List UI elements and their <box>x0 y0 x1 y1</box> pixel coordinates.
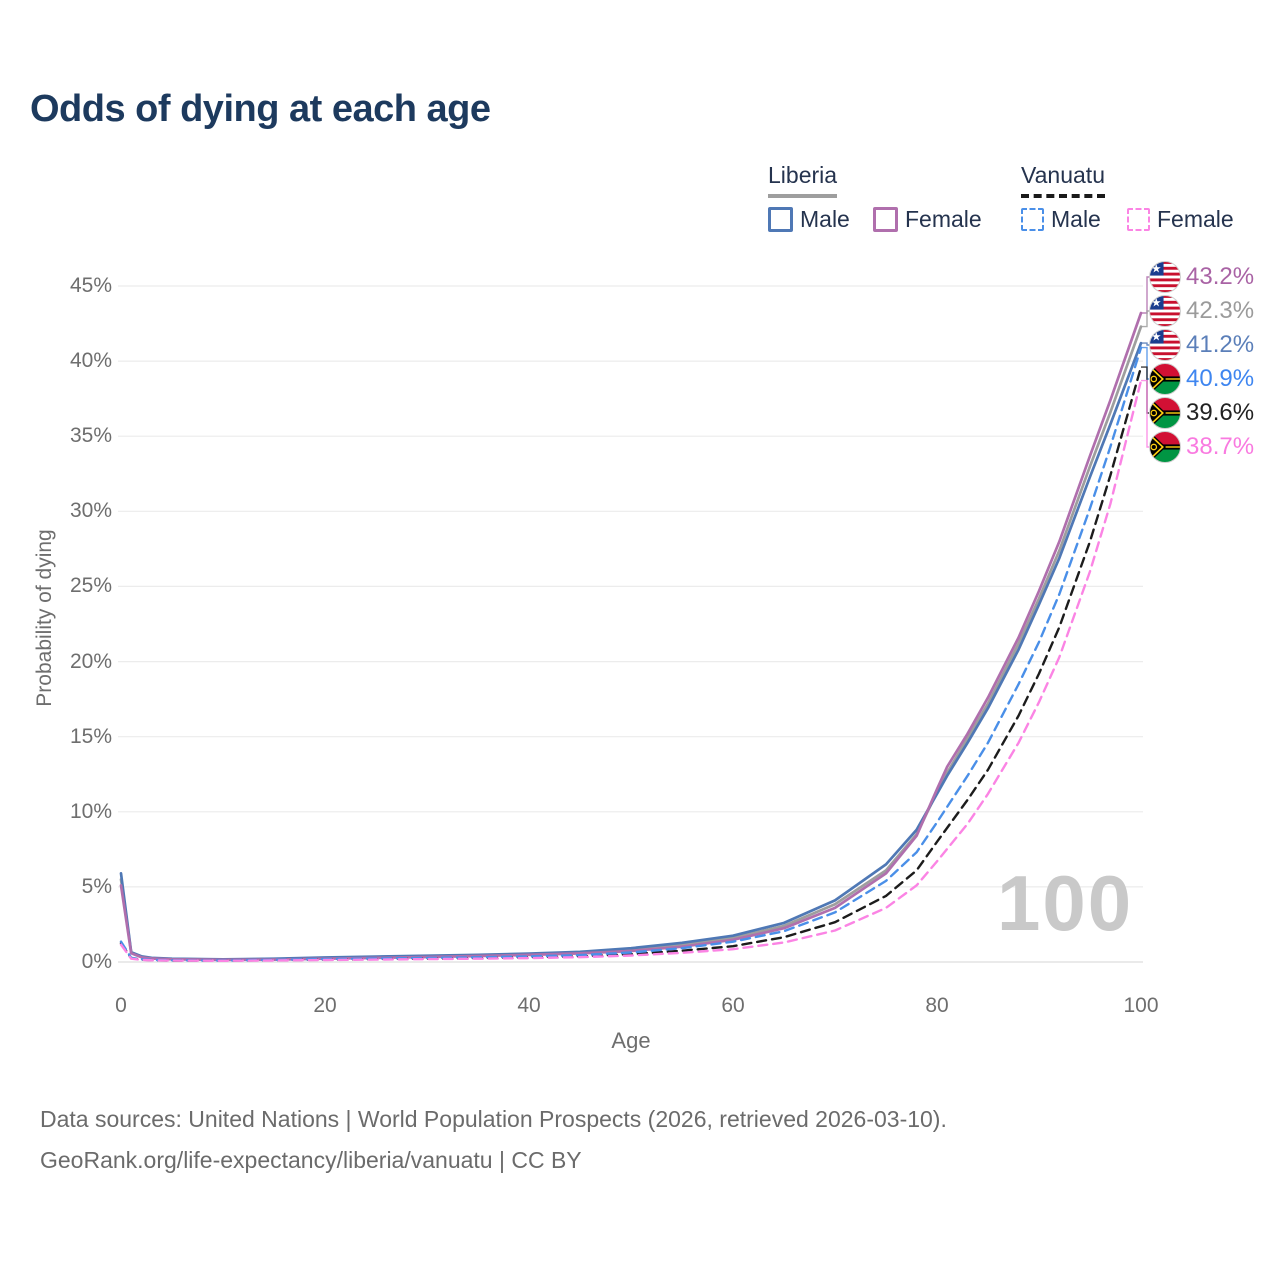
vanuatu-flag-icon <box>1149 397 1181 429</box>
y-tick-label: 0% <box>81 950 112 973</box>
end-label-row: 40.9% <box>1149 362 1254 396</box>
liberia-flag-icon <box>1149 295 1181 327</box>
legend-checkbox-vanuatu-female[interactable] <box>1127 208 1150 231</box>
legend-item-liberia-male[interactable]: Male <box>768 206 850 233</box>
x-tick-label: 40 <box>517 994 541 1017</box>
liberia-flag-icon <box>1149 261 1181 293</box>
y-tick-label: 25% <box>69 574 112 597</box>
y-tick-label: 20% <box>69 650 112 673</box>
end-label-row: 39.6% <box>1149 396 1254 430</box>
y-axis-title: Probability of dying <box>33 529 56 707</box>
chart-title: Odds of dying at each age <box>30 88 491 130</box>
x-tick-label: 0 <box>115 994 127 1017</box>
end-label-row: 38.7% <box>1149 430 1254 464</box>
y-tick-label: 45% <box>69 274 112 297</box>
end-value-label: 43.2% <box>1186 263 1255 290</box>
age-counter-watermark: 100 <box>997 859 1134 947</box>
legend-group-vanuatu[interactable]: Vanuatu <box>1021 162 1105 198</box>
y-tick-label: 5% <box>81 875 112 898</box>
end-value-label: 41.2% <box>1186 331 1255 358</box>
vanuatu-flag-icon <box>1149 431 1181 463</box>
vanuatu-flag-icon <box>1149 363 1181 395</box>
legend-checkbox-liberia-female[interactable] <box>873 207 898 232</box>
x-tick-label: 60 <box>721 994 745 1017</box>
legend-checkbox-liberia-male[interactable] <box>768 207 793 232</box>
end-value-label: 39.6% <box>1186 399 1255 426</box>
end-value-label: 38.7% <box>1186 433 1255 460</box>
liberia-flag-icon <box>1149 329 1181 361</box>
x-tick-label: 100 <box>1123 994 1159 1017</box>
legend-label: Female <box>1157 206 1234 232</box>
legend-group-liberia[interactable]: Liberia <box>768 162 838 198</box>
legend-label: Female <box>905 206 982 232</box>
end-value-label: 40.9% <box>1186 365 1255 392</box>
y-tick-label: 30% <box>69 499 112 522</box>
legend-checkbox-vanuatu-male[interactable] <box>1021 208 1044 231</box>
data-source-note: Data sources: United Nations | World Pop… <box>40 1106 947 1132</box>
y-tick-label: 10% <box>69 800 112 823</box>
y-tick-label: 35% <box>69 424 112 447</box>
y-tick-label: 40% <box>69 349 112 372</box>
x-tick-label: 80 <box>925 994 949 1017</box>
end-label-row: 43.2% <box>1149 260 1254 294</box>
legend-item-vanuatu-female[interactable]: Female <box>1127 206 1234 233</box>
x-axis-title: Age <box>611 1028 651 1053</box>
end-label-row: 41.2% <box>1149 328 1254 362</box>
legend-item-vanuatu-male[interactable]: Male <box>1021 206 1101 233</box>
end-label-row: 42.3% <box>1149 294 1254 328</box>
legend-label: Male <box>800 206 850 232</box>
attribution-note: GeoRank.org/life-expectancy/liberia/vanu… <box>40 1147 582 1173</box>
x-tick-label: 20 <box>313 994 337 1017</box>
legend-item-liberia-female[interactable]: Female <box>873 206 982 233</box>
y-tick-label: 15% <box>69 725 112 748</box>
end-value-label: 42.3% <box>1186 297 1255 324</box>
legend-label: Male <box>1051 206 1101 232</box>
